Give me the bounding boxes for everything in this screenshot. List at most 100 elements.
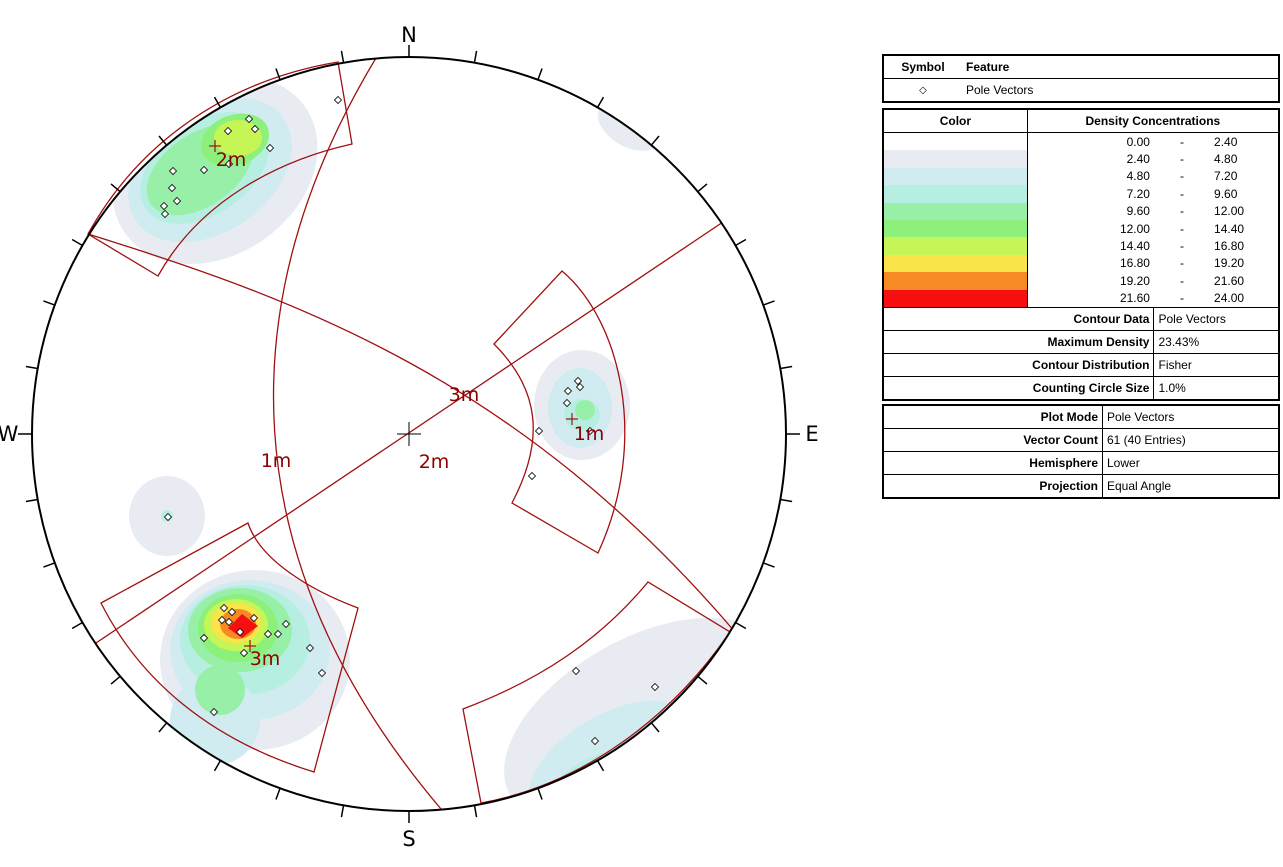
pole-point bbox=[159, 201, 169, 211]
density-range-row: 2.40 - 4.80 bbox=[883, 150, 1279, 168]
pole-point bbox=[650, 682, 660, 692]
range-high: 12.00 bbox=[1214, 204, 1245, 219]
azimuth-tick bbox=[110, 183, 121, 193]
plot-key: Vector Count bbox=[883, 428, 1103, 452]
pole-point bbox=[217, 615, 227, 625]
pole-point bbox=[224, 159, 234, 169]
pole-symbol-icon: ◇ bbox=[919, 84, 927, 96]
range-sep: - bbox=[1180, 291, 1185, 306]
density-swatch bbox=[883, 167, 1028, 186]
density-swatch bbox=[883, 185, 1028, 203]
pole-point bbox=[585, 426, 595, 436]
range-low: 7.20 bbox=[1126, 186, 1150, 201]
density-swatch bbox=[883, 219, 1028, 238]
contour-key: Counting Circle Size bbox=[883, 375, 1155, 400]
density-range-row: 14.40 - 16.80 bbox=[883, 237, 1279, 255]
pole-point bbox=[239, 648, 249, 658]
range-low: 9.60 bbox=[1126, 204, 1150, 219]
contour-info-row: Contour Distribution Fisher bbox=[883, 352, 1279, 377]
pole-point bbox=[167, 183, 177, 193]
plot-info-row: Hemisphere Lower bbox=[883, 451, 1279, 475]
plot-value: Equal Angle bbox=[1102, 474, 1279, 498]
compass-east: E bbox=[805, 422, 818, 446]
azimuth-tick bbox=[213, 760, 222, 772]
contour-info-row: Maximum Density 23.43% bbox=[883, 329, 1279, 354]
range-high: 21.60 bbox=[1214, 273, 1245, 288]
pole-point bbox=[209, 707, 219, 717]
azimuth-tick bbox=[340, 50, 345, 63]
legend-density-table: Color Density Concentrations 0.00-2.40 2.… bbox=[882, 108, 1280, 401]
range-low: 12.00 bbox=[1119, 221, 1150, 236]
range-sep: - bbox=[1180, 221, 1185, 236]
pole-point bbox=[317, 668, 327, 678]
density-swatch bbox=[883, 237, 1028, 255]
pole-point bbox=[527, 471, 537, 481]
pole-point bbox=[249, 613, 259, 623]
pole-point bbox=[333, 95, 343, 105]
legend-plot-table: Plot Mode Pole Vectors Vector Count 61 (40 … bbox=[882, 404, 1280, 499]
azimuth-tick bbox=[473, 50, 478, 63]
pole-point bbox=[227, 607, 237, 617]
azimuth-tick bbox=[71, 238, 83, 247]
set-windows bbox=[87, 61, 731, 804]
range-low: 4.80 bbox=[1126, 169, 1150, 184]
contour-value: Fisher bbox=[1153, 352, 1279, 377]
plane-label-3m: 3m bbox=[449, 384, 480, 406]
pole-point bbox=[235, 627, 245, 637]
azimuth-tick bbox=[110, 675, 121, 685]
contour-key: Maximum Density bbox=[883, 329, 1155, 354]
pole-label-2m: 2m bbox=[216, 149, 247, 171]
range-high: 16.80 bbox=[1214, 239, 1245, 254]
range-sep: - bbox=[1180, 169, 1185, 184]
range-sep: - bbox=[1180, 273, 1185, 288]
azimuth-tick bbox=[275, 68, 281, 80]
plot-key: Plot Mode bbox=[883, 405, 1103, 429]
legend-symbol-table: Symbol Feature ◇ Pole Vectors bbox=[882, 54, 1280, 103]
plane-label-2m: 2m bbox=[419, 451, 450, 473]
pole-point bbox=[168, 166, 178, 176]
range-low: 2.40 bbox=[1126, 152, 1150, 167]
pole-point bbox=[575, 382, 585, 392]
azimuth-tick bbox=[43, 562, 55, 568]
azimuth-tick bbox=[697, 675, 708, 685]
contour-info-row: Counting Circle Size 1.0% bbox=[883, 375, 1279, 400]
azimuth-tick bbox=[763, 562, 775, 568]
azimuth-tick bbox=[596, 760, 605, 772]
azimuth-tick bbox=[213, 96, 222, 108]
density-swatch bbox=[883, 202, 1028, 220]
azimuth-tick bbox=[473, 805, 478, 818]
contour-value: 1.0% bbox=[1153, 375, 1279, 400]
range-high: 9.60 bbox=[1214, 186, 1238, 201]
azimuth-tick bbox=[537, 788, 543, 800]
azimuth-tick bbox=[780, 365, 793, 370]
range-high: 7.20 bbox=[1214, 169, 1238, 184]
azimuth-tick bbox=[537, 68, 543, 80]
range-sep: - bbox=[1180, 239, 1185, 254]
contour-value: 23.43% bbox=[1153, 329, 1279, 354]
azimuth-ticks bbox=[25, 50, 793, 818]
pole-point bbox=[571, 666, 581, 676]
contour-cluster-se bbox=[504, 617, 776, 811]
azimuth-tick bbox=[340, 805, 345, 818]
center-cross bbox=[397, 422, 421, 446]
pole-point bbox=[199, 633, 209, 643]
plane-1m bbox=[272, 57, 442, 810]
density-range-row: 7.20 - 9.60 bbox=[883, 185, 1279, 203]
pole-point bbox=[160, 209, 170, 219]
plot-info-row: Plot Mode Pole Vectors bbox=[883, 405, 1279, 429]
plot-value: 61 (40 Entries) bbox=[1102, 428, 1279, 452]
range-sep: - bbox=[1180, 134, 1185, 149]
range-high: 4.80 bbox=[1214, 152, 1238, 167]
azimuth-tick bbox=[43, 300, 55, 306]
plot-info-row: Vector Count 61 (40 Entries) bbox=[883, 428, 1279, 452]
range-sep: - bbox=[1180, 204, 1185, 219]
pole-label-3m: 3m bbox=[250, 648, 281, 670]
plot-key: Hemisphere bbox=[883, 451, 1103, 475]
azimuth-tick bbox=[780, 498, 793, 503]
pole-point bbox=[534, 426, 544, 436]
range-sep: - bbox=[1180, 186, 1185, 201]
plot-key: Projection bbox=[883, 474, 1103, 498]
range-low: 21.60 bbox=[1119, 291, 1150, 306]
contour-key: Contour Distribution bbox=[883, 352, 1155, 377]
contour-cluster-e bbox=[534, 350, 630, 460]
